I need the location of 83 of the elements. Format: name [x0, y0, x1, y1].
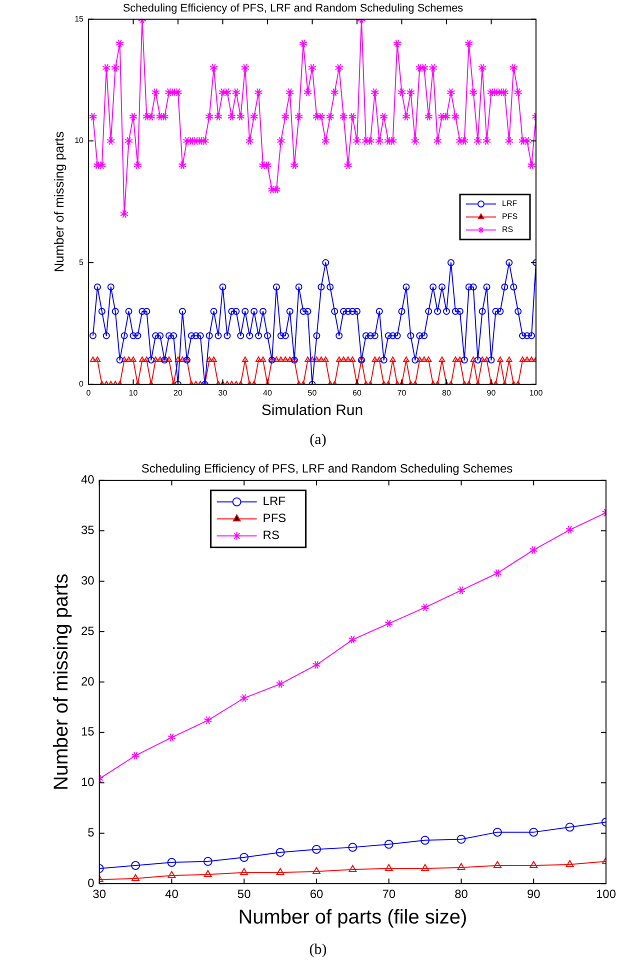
point — [240, 868, 248, 876]
x-tick-label: 80 — [442, 388, 452, 398]
point — [312, 844, 321, 854]
point — [529, 546, 538, 554]
y-tick-label: 10 — [74, 136, 84, 146]
point — [384, 840, 394, 849]
legend-label: LRF — [502, 199, 518, 208]
x-axis-title: Number of parts (file size) — [238, 906, 468, 929]
point — [457, 586, 466, 594]
x-tick-label: 90 — [486, 388, 496, 398]
chart-title: Scheduling Efficiency of PFS, LRF and Random Scheduling Schemes — [122, 2, 464, 15]
point — [457, 862, 466, 870]
y-axis-title: Number of missing parts — [50, 574, 73, 790]
chart-title: Scheduling Efficiency of PFS, LRF and Random Scheduling Schemes — [141, 462, 513, 476]
text: (b) — [308, 941, 328, 960]
point — [493, 568, 502, 578]
point — [348, 635, 357, 644]
y-tick-label: 35 — [80, 523, 95, 538]
point — [421, 864, 430, 871]
x-tick-label: 100 — [529, 388, 544, 398]
x-tick-label: 100 — [596, 887, 616, 902]
point — [348, 842, 358, 852]
y-tick-label: 10 — [80, 775, 95, 790]
x-axis-title: Simulation Run — [261, 402, 364, 420]
legend-label: LRF — [262, 494, 286, 508]
point — [203, 856, 212, 866]
point — [132, 874, 140, 882]
x-tick-label: 10 — [128, 388, 138, 398]
point — [168, 871, 176, 878]
point — [420, 603, 430, 612]
point — [276, 680, 284, 688]
y-axis-title: Number of missing parts — [51, 130, 66, 272]
y-tick-label: 0 — [88, 876, 95, 890]
x-tick-label: 50 — [237, 887, 252, 902]
point — [420, 836, 430, 845]
x-tick-label: 30 — [218, 388, 228, 398]
point — [312, 660, 321, 670]
x-tick-label: 40 — [263, 388, 272, 398]
y-tick-label: 30 — [80, 574, 95, 588]
point — [204, 716, 212, 724]
point — [168, 733, 176, 742]
point — [565, 822, 574, 832]
x-tick-label: 50 — [308, 388, 318, 398]
point — [566, 860, 574, 867]
point — [312, 867, 320, 874]
point — [204, 870, 212, 878]
point — [566, 526, 574, 534]
y-tick-label: 5 — [88, 826, 95, 840]
y-tick-label: 0 — [79, 380, 84, 389]
point — [492, 828, 502, 837]
x-tick-label: 60 — [352, 388, 362, 398]
point — [240, 694, 248, 702]
point — [530, 860, 538, 868]
point — [276, 868, 284, 876]
y-tick-label: 5 — [79, 258, 84, 267]
point — [529, 828, 538, 837]
x-tick-label: 90 — [526, 887, 541, 902]
point — [384, 864, 393, 871]
legend-label: PFS — [262, 511, 286, 526]
point — [240, 852, 249, 862]
x-tick-label: 80 — [454, 887, 468, 902]
point — [384, 619, 394, 628]
x-tick-label: 60 — [310, 887, 324, 902]
x-tick-label: 40 — [165, 887, 179, 902]
point — [167, 858, 176, 867]
point — [493, 860, 502, 868]
point — [348, 864, 357, 872]
y-tick-label: 20 — [80, 674, 95, 688]
point — [456, 834, 466, 844]
point — [131, 751, 140, 760]
y-tick-label: 15 — [74, 14, 84, 24]
legend-label: PFS — [502, 212, 518, 222]
y-tick-label: 25 — [80, 624, 95, 638]
x-tick-label: 70 — [397, 388, 407, 398]
point — [131, 860, 140, 870]
y-tick-label: 40 — [80, 472, 95, 487]
y-tick-label: 15 — [80, 724, 95, 739]
legend-label: RS — [262, 528, 280, 542]
text: (a) — [308, 431, 328, 450]
x-tick-label: 70 — [382, 887, 396, 902]
point — [276, 848, 285, 857]
legend-label: RS — [502, 225, 514, 234]
x-tick-label: 20 — [174, 388, 183, 398]
